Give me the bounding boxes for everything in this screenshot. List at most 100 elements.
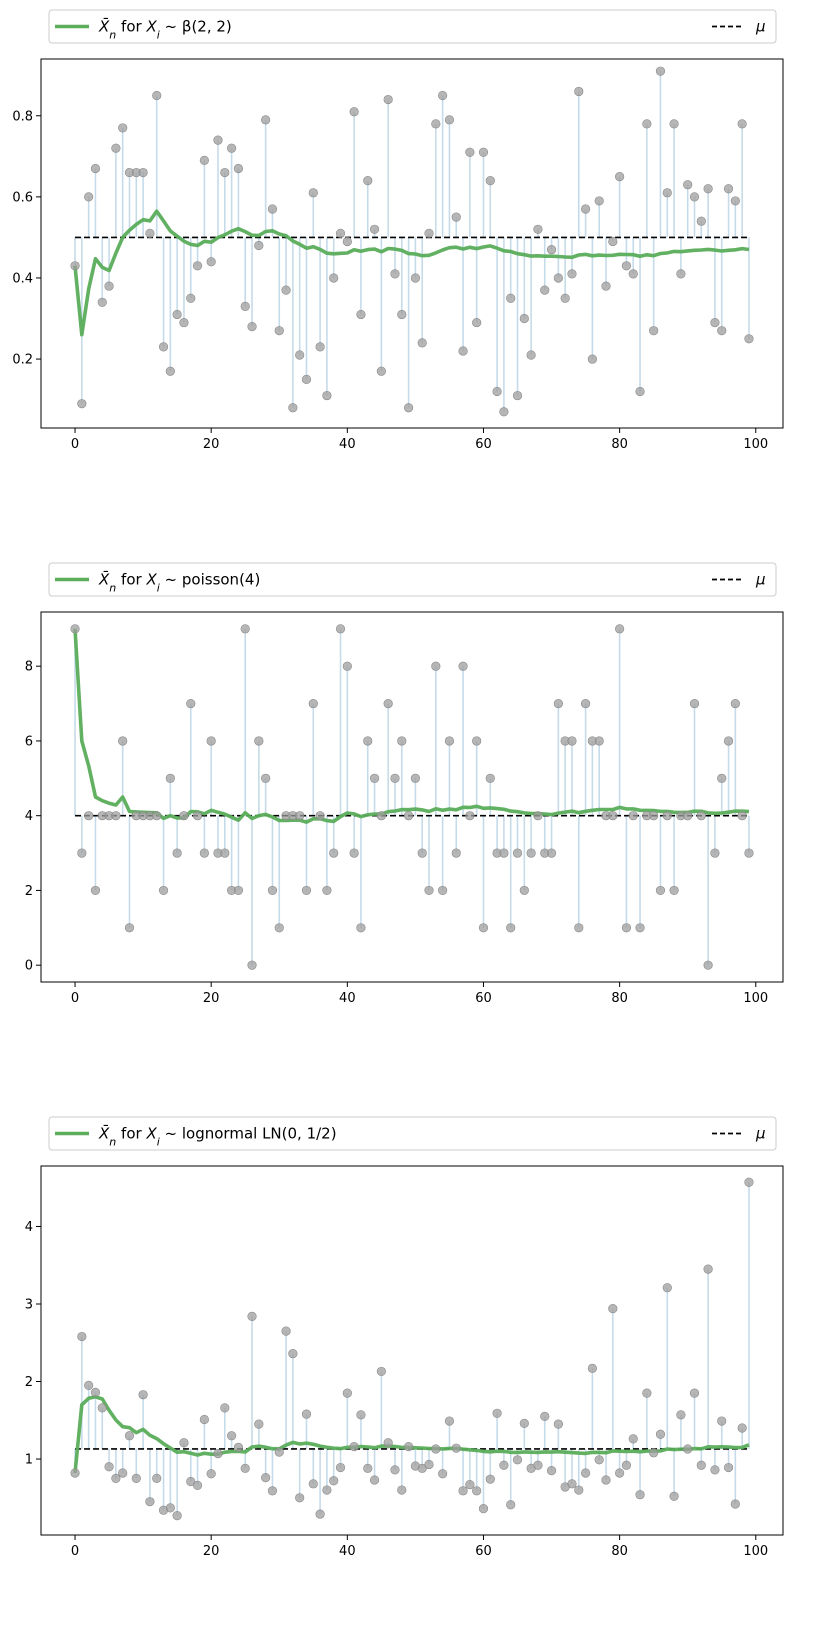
sample-point: [247, 960, 257, 970]
sample-point: [737, 1423, 747, 1433]
y-tick-label: 0.6: [12, 190, 33, 205]
sample-point: [301, 1409, 312, 1419]
sample-point: [649, 811, 659, 821]
x-tick-label: 0: [71, 437, 79, 452]
sample-point: [308, 188, 318, 198]
sample-point: [567, 736, 577, 746]
sample-point: [710, 317, 720, 328]
sample-point: [349, 1442, 359, 1452]
sample-point: [472, 736, 482, 746]
sample-point: [240, 1463, 250, 1473]
sample-point: [213, 135, 223, 145]
sample-point: [118, 736, 128, 746]
plot-area: [40, 1165, 784, 1536]
sample-point: [124, 1431, 135, 1441]
sample-point: [662, 188, 672, 198]
sample-point: [104, 281, 114, 291]
legend-mu-label: μ: [755, 18, 766, 36]
sample-point: [390, 1465, 400, 1475]
sample-point: [696, 811, 706, 821]
sample-point: [478, 923, 489, 933]
sample-point: [111, 143, 121, 153]
sample-point: [84, 1380, 94, 1390]
sample-point: [540, 285, 550, 295]
sample-point: [247, 1311, 257, 1321]
sample-point: [233, 885, 244, 896]
sample-point: [438, 1469, 448, 1479]
sample-point: [655, 66, 666, 76]
y-tick-label: 2: [25, 884, 33, 899]
sample-point: [342, 1388, 352, 1398]
sample-point: [662, 1283, 672, 1293]
sample-point: [342, 661, 352, 671]
sample-point: [615, 624, 625, 634]
sample-point: [192, 261, 203, 271]
sample-point: [737, 119, 747, 129]
sample-point: [628, 1434, 638, 1444]
sample-point: [397, 1485, 407, 1495]
sample-point: [424, 228, 434, 238]
sample-point: [744, 848, 754, 858]
sample-point: [390, 773, 400, 783]
x-tick-label: 0: [71, 1544, 79, 1559]
sample-point: [574, 86, 584, 97]
sample-point: [322, 390, 332, 401]
sample-point: [587, 1363, 597, 1373]
sample-point: [335, 624, 346, 634]
legend-mean-label-part: X: [145, 1125, 157, 1143]
sample-point: [621, 923, 632, 933]
legend-mean-label-part: for: [116, 18, 146, 36]
sample-point: [383, 1438, 393, 1448]
sample-point: [329, 1476, 339, 1486]
sample-point: [519, 313, 529, 324]
sample-point: [363, 176, 373, 186]
y-axis: 0 2 4 6 8: [25, 660, 41, 974]
sample-point: [90, 163, 101, 174]
legend-mean-label-part: X: [145, 18, 157, 36]
sample-point: [431, 119, 441, 129]
sample-point: [138, 1390, 148, 1400]
sample-point: [594, 736, 604, 746]
sample-point: [315, 342, 325, 352]
sample-point: [192, 811, 203, 821]
sample-point: [90, 1387, 101, 1397]
sample-point: [594, 196, 604, 206]
sample-point: [431, 661, 441, 671]
sample-point: [308, 1479, 318, 1489]
y-tick-label: 1: [25, 1453, 33, 1468]
sample-point: [206, 257, 216, 267]
sample-point: [608, 1304, 618, 1314]
x-tick-label: 20: [203, 437, 220, 452]
x-tick-label: 100: [743, 1544, 768, 1559]
stems: [74, 628, 750, 966]
sample-point: [499, 407, 509, 417]
sample-point: [676, 1410, 686, 1420]
sample-point: [465, 811, 475, 821]
y-tick-label: 0: [25, 959, 33, 974]
sample-point: [213, 1449, 223, 1459]
y-tick-label: 4: [25, 809, 33, 824]
y-tick-label: 2: [25, 1375, 33, 1390]
legend-mean-label-part: ~ poisson(4): [160, 571, 261, 589]
legend-frame: [48, 562, 777, 597]
chart-1: X̄n for Xi ~ β(2, 2) μ0 20 40 60 80 1000.20.40…: [12, 9, 784, 452]
sample-point: [478, 147, 489, 157]
sample-point: [376, 1366, 386, 1377]
x-tick-label: 40: [339, 991, 356, 1006]
sample-point: [492, 386, 502, 397]
sample-point: [97, 297, 107, 307]
legend-mu-label: μ: [755, 571, 766, 589]
x-tick-label: 20: [203, 1544, 220, 1559]
sample-point: [567, 1479, 577, 1489]
sample-point: [485, 1474, 495, 1484]
sample-point: [356, 923, 366, 933]
legend-mean-label-part: n: [109, 581, 116, 594]
sample-point: [519, 885, 529, 896]
sample-point: [635, 923, 645, 933]
sample-point: [499, 1460, 509, 1470]
sample-point: [390, 269, 400, 279]
sample-point: [723, 184, 734, 194]
sample-point: [403, 811, 414, 821]
sample-point: [322, 885, 332, 896]
x-axis: 0 20 40 60 80 100: [71, 982, 768, 1006]
